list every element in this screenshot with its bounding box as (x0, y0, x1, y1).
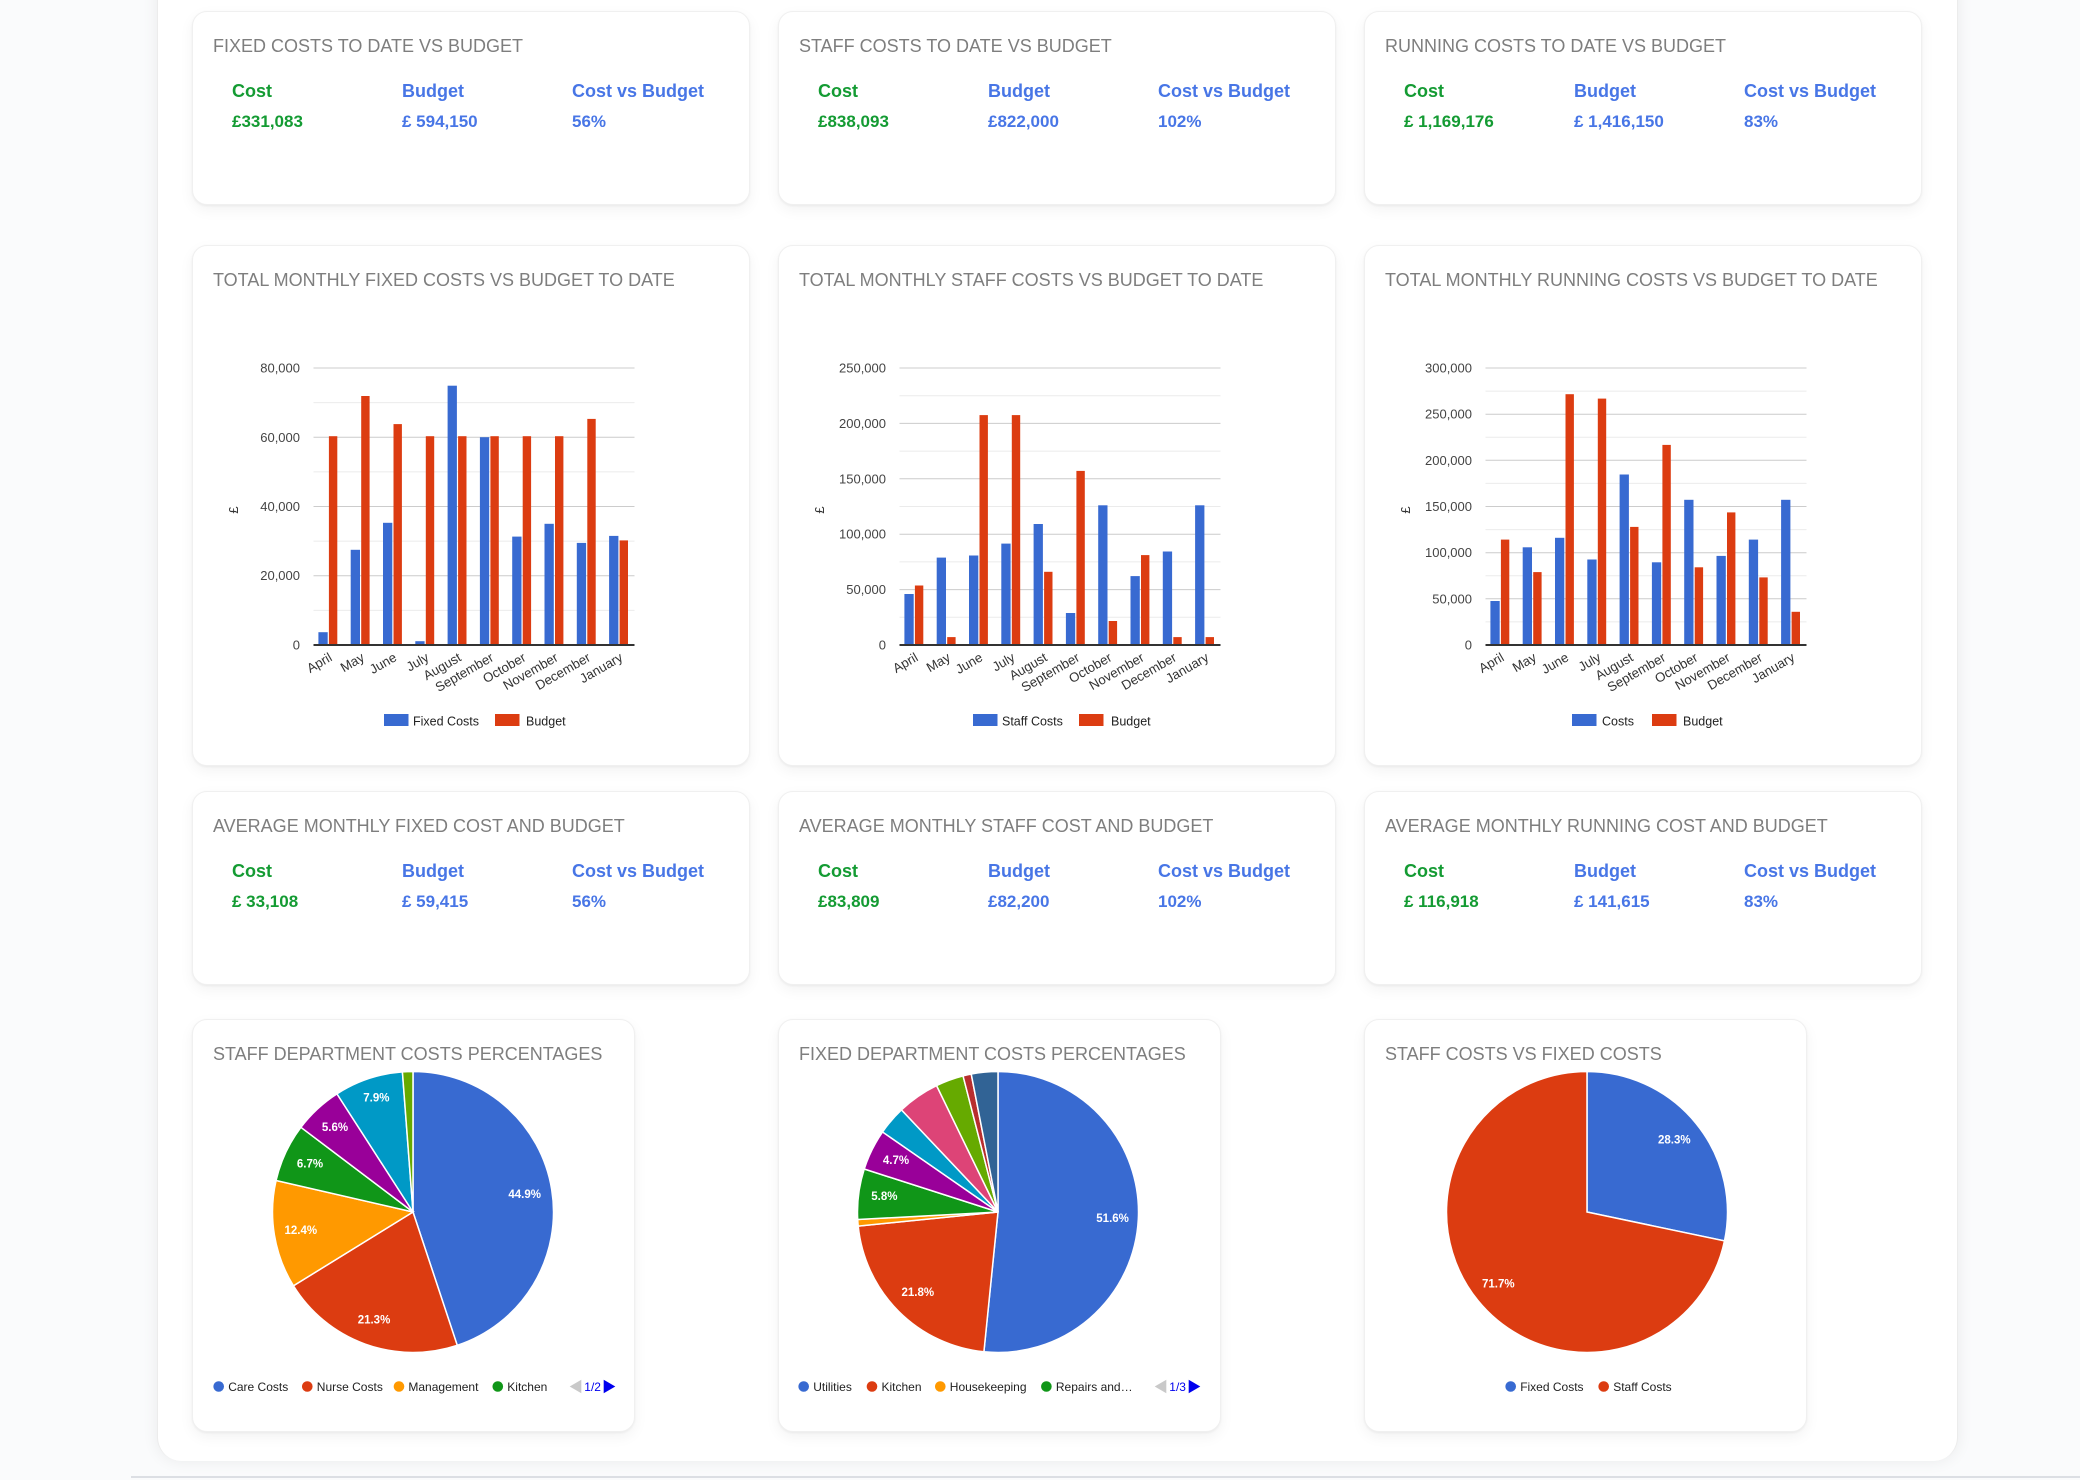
svg-text:71.7%: 71.7% (1482, 1279, 1515, 1291)
svg-text:6.7%: 6.7% (297, 1159, 323, 1171)
svg-text:June: June (1539, 650, 1571, 677)
svg-text:June: June (367, 650, 399, 677)
svg-text:300,000: 300,000 (1425, 361, 1472, 376)
svg-text:50,000: 50,000 (846, 582, 886, 597)
svg-text:Housekeeping: Housekeeping (950, 1380, 1027, 1394)
svg-text:Budget: Budget (1683, 715, 1723, 729)
svg-text:21.8%: 21.8% (901, 1287, 934, 1299)
svg-text:0: 0 (1465, 638, 1472, 653)
svg-text:Budget: Budget (526, 715, 566, 729)
svg-text:May: May (1510, 649, 1539, 675)
svg-text:April: April (890, 650, 920, 676)
svg-text:12.4%: 12.4% (284, 1225, 317, 1237)
svg-text:21.3%: 21.3% (358, 1315, 391, 1327)
svg-text:5.8%: 5.8% (871, 1191, 897, 1203)
svg-text:200,000: 200,000 (1425, 453, 1472, 468)
svg-text:Staff Costs: Staff Costs (1613, 1380, 1671, 1394)
svg-text:Care Costs: Care Costs (228, 1380, 288, 1394)
svg-text:Costs: Costs (1602, 715, 1634, 729)
svg-text:May: May (924, 649, 953, 675)
svg-text:£: £ (1398, 506, 1413, 514)
svg-text:200,000: 200,000 (839, 416, 886, 431)
svg-text:£: £ (812, 506, 827, 514)
svg-text:Fixed Costs: Fixed Costs (413, 715, 479, 729)
svg-text:1/2: 1/2 (584, 1380, 601, 1394)
svg-text:100,000: 100,000 (839, 527, 886, 542)
svg-text:44.9%: 44.9% (508, 1189, 541, 1201)
svg-text:100,000: 100,000 (1425, 545, 1472, 560)
svg-text:51.6%: 51.6% (1096, 1213, 1129, 1225)
svg-text:60,000: 60,000 (260, 430, 300, 445)
svg-text:0: 0 (879, 638, 886, 653)
svg-text:Fixed Costs: Fixed Costs (1520, 1380, 1583, 1394)
svg-text:Kitchen: Kitchen (507, 1380, 547, 1394)
svg-text:50,000: 50,000 (1432, 591, 1472, 606)
svg-text:April: April (1476, 650, 1506, 676)
svg-text:May: May (338, 649, 367, 675)
svg-text:1/3: 1/3 (1169, 1380, 1186, 1394)
svg-text:Budget: Budget (1111, 715, 1151, 729)
svg-text:Staff Costs: Staff Costs (1002, 715, 1063, 729)
svg-text:0: 0 (293, 638, 300, 653)
svg-text:Management: Management (408, 1380, 479, 1394)
svg-text:150,000: 150,000 (1425, 499, 1472, 514)
svg-text:£: £ (226, 506, 241, 514)
svg-text:40,000: 40,000 (260, 499, 300, 514)
svg-text:Nurse Costs: Nurse Costs (317, 1380, 383, 1394)
svg-text:April: April (304, 650, 334, 676)
svg-text:7.9%: 7.9% (363, 1093, 389, 1105)
svg-text:20,000: 20,000 (260, 568, 300, 583)
svg-text:4.7%: 4.7% (883, 1155, 909, 1167)
svg-text:250,000: 250,000 (1425, 407, 1472, 422)
svg-text:June: June (953, 650, 985, 677)
svg-text:250,000: 250,000 (839, 361, 886, 376)
svg-text:5.6%: 5.6% (322, 1122, 348, 1134)
svg-text:28.3%: 28.3% (1658, 1134, 1691, 1146)
svg-text:80,000: 80,000 (260, 361, 300, 376)
svg-text:Kitchen: Kitchen (882, 1380, 922, 1394)
svg-text:Repairs and…: Repairs and… (1056, 1380, 1133, 1394)
svg-text:Utilities: Utilities (813, 1380, 852, 1394)
svg-text:150,000: 150,000 (839, 471, 886, 486)
